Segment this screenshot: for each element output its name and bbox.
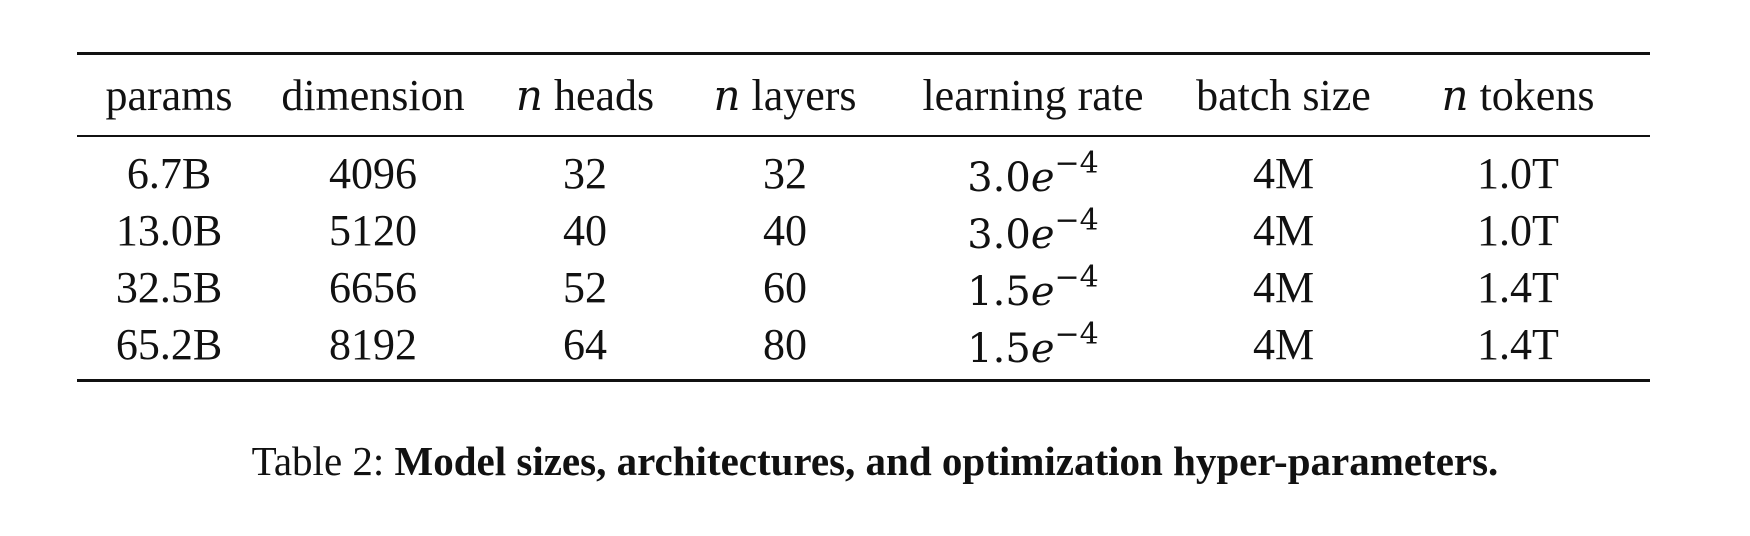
cell-batch-size: 4M (1252, 149, 1315, 198)
table-row: 6.7B 4096 32 32 3.0e−4 4M 1.0T (77, 137, 1650, 202)
lr-base: e (1030, 325, 1055, 372)
lr-exponent: −4 (1054, 259, 1099, 295)
cell-batch-size: 4M (1252, 320, 1315, 369)
cell-batch-size: 4M (1252, 206, 1315, 255)
header-params-label: params (105, 70, 233, 120)
table-mid-rule (77, 135, 1650, 137)
header-dimension: dimension (261, 55, 485, 135)
header-n-tokens: n tokens (1386, 55, 1650, 135)
table-header-row: params dimension n heads n layers learni… (77, 55, 1650, 135)
cell-params: 13.0B (115, 206, 223, 255)
cell-params: 65.2B (115, 320, 223, 369)
cell-learning-rate: 3.0e−4 (885, 137, 1181, 202)
table-caption: Table 2: Model sizes, architectures, and… (0, 437, 1750, 485)
header-n-tokens-var: n (1441, 70, 1469, 120)
cell-dimension: 6656 (329, 263, 417, 312)
header-params: params (77, 55, 261, 135)
lr-mantissa: 3.0 (967, 211, 1031, 258)
header-learning-rate: learning rate (885, 55, 1181, 135)
lr-base: e (1030, 211, 1055, 258)
cell-layers: 60 (763, 263, 807, 312)
header-n-heads-var: n (515, 70, 543, 120)
header-dimension-label: dimension (281, 70, 465, 120)
cell-layers: 32 (763, 149, 807, 198)
cell-batch-size: 4M (1252, 263, 1315, 312)
cell-dimension: 8192 (329, 320, 417, 369)
table-row: 13.0B 5120 40 40 3.0e−4 4M 1.0T (77, 202, 1650, 259)
header-learning-rate-label: learning rate (922, 70, 1144, 120)
cell-params: 6.7B (126, 149, 212, 198)
cell-layers: 40 (763, 206, 807, 255)
lr-mantissa: 1.5 (967, 325, 1031, 372)
cell-layers: 80 (763, 320, 807, 369)
cell-params: 32.5B (115, 263, 223, 312)
cell-tokens: 1.4T (1477, 320, 1559, 369)
header-n-heads-label: heads (542, 70, 655, 120)
cell-heads: 64 (563, 320, 607, 369)
header-n-layers-var: n (713, 70, 741, 120)
lr-base: e (1030, 154, 1055, 201)
header-batch-size-label: batch size (1196, 70, 1371, 120)
lr-mantissa: 3.0 (967, 154, 1031, 201)
table-row: 65.2B 8192 64 80 1.5e−4 4M 1.4T (77, 316, 1650, 379)
lr-exponent: −4 (1054, 202, 1099, 238)
cell-tokens: 1.4T (1477, 263, 1559, 312)
lr-base: e (1030, 268, 1055, 315)
table-body: 6.7B 4096 32 32 3.0e−4 4M 1.0T 13.0B 512… (77, 137, 1650, 379)
header-n-heads: n heads (485, 55, 685, 135)
header-n-layers-label: layers (740, 70, 857, 120)
cell-heads: 32 (563, 149, 607, 198)
cell-heads: 40 (563, 206, 607, 255)
caption-lead: Table 2: (251, 438, 395, 484)
cell-dimension: 4096 (329, 149, 417, 198)
table-top-rule (77, 52, 1650, 55)
cell-learning-rate: 3.0e−4 (885, 202, 1181, 259)
header-n-tokens-label: tokens (1468, 70, 1595, 120)
table-row: 32.5B 6656 52 60 1.5e−4 4M 1.4T (77, 259, 1650, 316)
cell-tokens: 1.0T (1477, 149, 1559, 198)
cell-learning-rate: 1.5e−4 (885, 259, 1181, 316)
cell-dimension: 5120 (329, 206, 417, 255)
lr-mantissa: 1.5 (967, 268, 1031, 315)
table-bottom-rule (77, 379, 1650, 382)
caption-text: Model sizes, architectures, and optimiza… (394, 438, 1499, 484)
header-n-layers: n layers (685, 55, 885, 135)
cell-learning-rate: 1.5e−4 (885, 316, 1181, 379)
lr-exponent: −4 (1054, 145, 1099, 181)
lr-exponent: −4 (1054, 316, 1099, 352)
cell-heads: 52 (563, 263, 607, 312)
cell-tokens: 1.0T (1477, 206, 1559, 255)
header-batch-size: batch size (1181, 55, 1386, 135)
hyperparameter-table: params dimension n heads n layers learni… (77, 52, 1650, 382)
table: params dimension n heads n layers learni… (77, 55, 1650, 135)
